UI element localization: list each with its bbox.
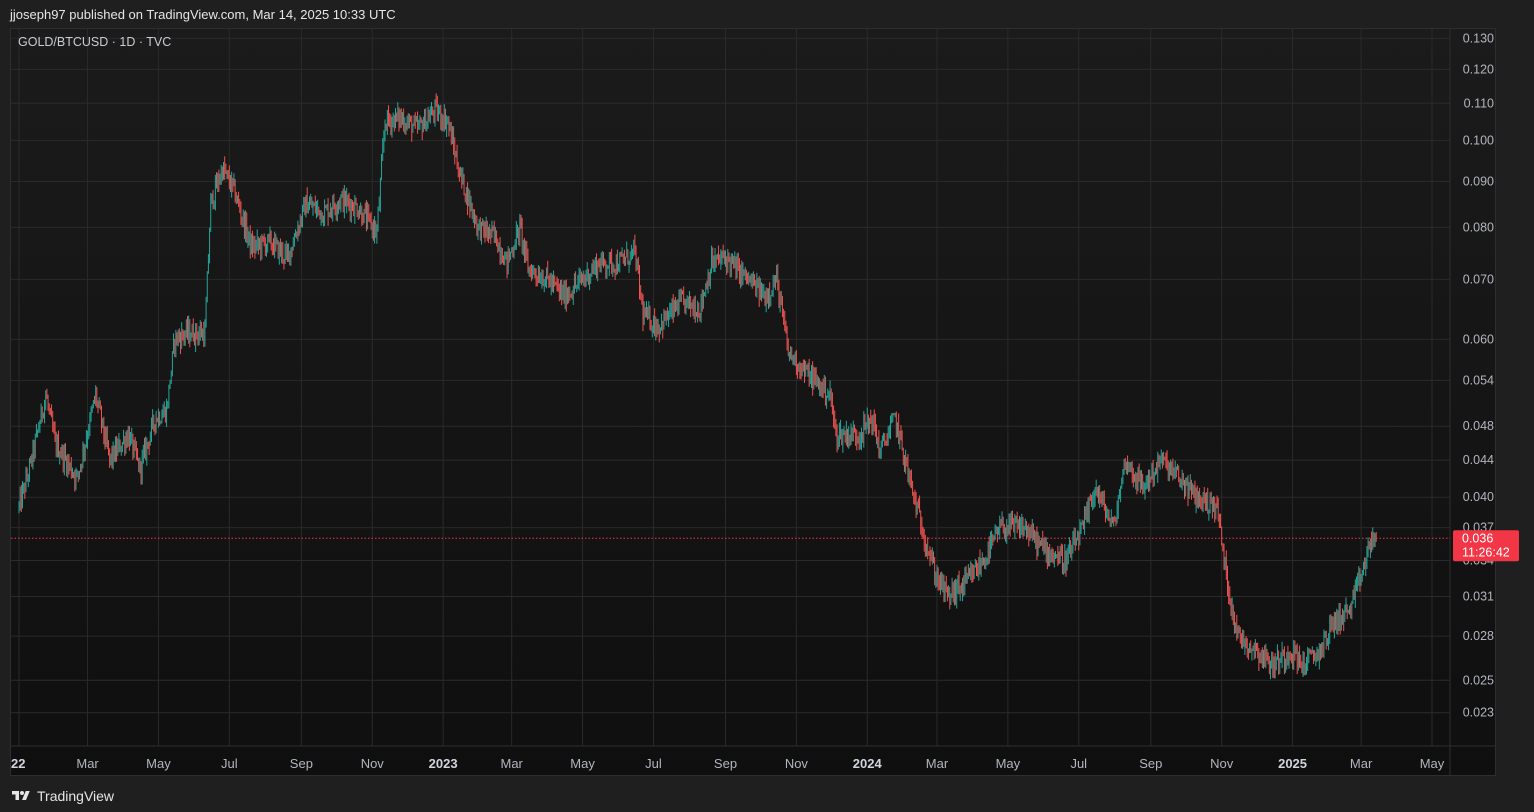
price-tick-label: 0.080 (1463, 220, 1494, 234)
time-tick-label: Nov (1210, 756, 1234, 771)
last-price-label: 0.036 (1462, 531, 1493, 545)
time-tick-label: Nov (785, 756, 809, 771)
price-tick-label: 0.060 (1463, 332, 1494, 346)
price-tick-label: 0.028 (1463, 629, 1494, 643)
price-tick-label: 0.048 (1463, 419, 1494, 433)
time-tick-label: 2025 (1278, 756, 1307, 771)
time-tick-label: Sep (714, 756, 737, 771)
countdown-label: 11:26:42 (1462, 545, 1510, 559)
time-tick-label: Jul (645, 756, 662, 771)
price-tick-label: 0.070 (1463, 272, 1494, 286)
price-tick-label: 0.100 (1463, 133, 1494, 147)
time-tick-label: Sep (1139, 756, 1162, 771)
candles-group (18, 93, 1377, 680)
price-tick-label: 0.090 (1463, 174, 1494, 188)
price-tick-label: 0.025 (1463, 673, 1494, 687)
time-tick-label: 2024 (853, 756, 883, 771)
price-tick-label: 0.130 (1463, 31, 1494, 45)
time-tick-label: Nov (361, 756, 385, 771)
time-tick-label: 2023 (429, 756, 458, 771)
publish-text: jjoseph97 published on TradingView.com, … (10, 7, 396, 22)
time-tick-label: Jul (1070, 756, 1087, 771)
time-tick-label: Sep (290, 756, 313, 771)
time-tick-label: Mar (500, 756, 523, 771)
price-tick-label: 0.044 (1463, 453, 1494, 467)
last-price-tag (1453, 530, 1519, 562)
price-tick-label: 0.120 (1463, 62, 1494, 76)
tradingview-footer[interactable]: TradingView (10, 786, 114, 806)
price-tick-label: 0.031 (1463, 589, 1494, 603)
time-tick-label: May (996, 756, 1021, 771)
time-tick-label: Mar (1350, 756, 1373, 771)
price-tick-label: 0.110 (1464, 96, 1494, 110)
time-tick-label: May (146, 756, 171, 771)
time-tick-label: 22 (11, 756, 25, 771)
time-tick-label: May (570, 756, 595, 771)
time-tick-label: Jul (221, 756, 238, 771)
tradingview-logo-icon (12, 791, 30, 800)
time-tick-label: Mar (76, 756, 99, 771)
publish-header: jjoseph97 published on TradingView.com, … (0, 0, 1534, 28)
price-tick-label: 0.054 (1463, 373, 1494, 387)
footer-brand: TradingView (37, 788, 115, 804)
time-tick-label: Mar (926, 756, 949, 771)
symbol-label[interactable]: GOLD/BTCUSD · 1D · TVC (18, 35, 172, 49)
time-tick-label: May (1420, 756, 1445, 771)
price-tick-label: 0.040 (1463, 490, 1494, 504)
price-tick-label: 0.023 (1463, 706, 1494, 720)
